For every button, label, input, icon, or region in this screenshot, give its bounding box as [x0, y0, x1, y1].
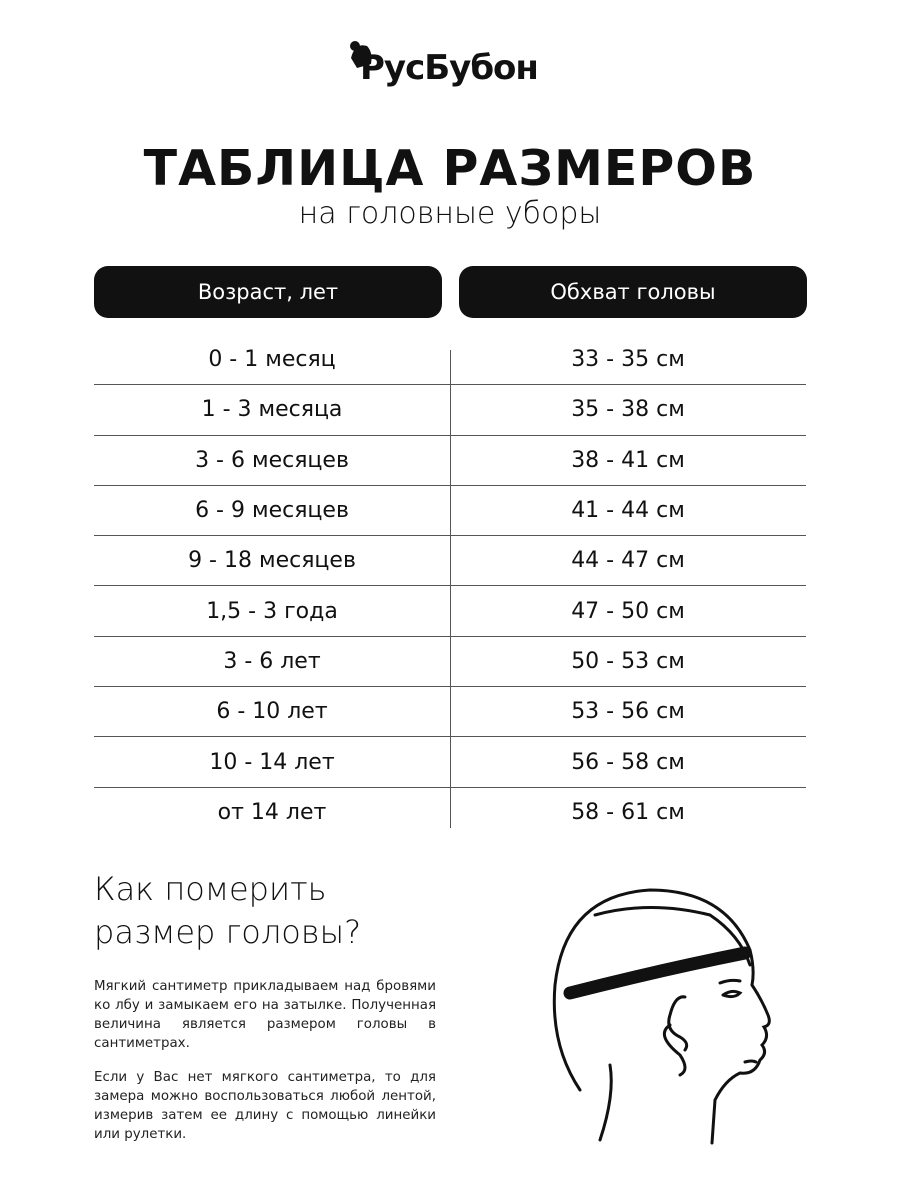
circumference-cell: 53 - 56 см — [571, 699, 685, 725]
circumference-cell: 44 - 47 см — [571, 548, 685, 574]
circumference-cell: 41 - 44 см — [571, 498, 685, 524]
brand-logo: РусБубон — [360, 48, 539, 88]
age-cell: 3 - 6 месяцев — [195, 447, 349, 473]
age-cell: от 14 лет — [217, 799, 327, 825]
column-header-age: Возраст, лет — [94, 266, 442, 318]
table-row: 6 - 9 месяцев 41 - 44 см — [94, 486, 806, 537]
howto-paragraph-1: Мягкий сантиметр прикладываем над бровям… — [94, 979, 436, 1051]
howto-paragraph-2: Если у Вас нет мягкого сантиметра, то дл… — [94, 1070, 436, 1142]
circumference-cell: 35 - 38 см — [571, 397, 685, 423]
circumference-cell: 56 - 58 см — [571, 749, 685, 775]
age-cell: 10 - 14 лет — [209, 749, 335, 775]
circumference-cell: 50 - 53 см — [571, 648, 685, 674]
table-row: 3 - 6 лет 50 - 53 см — [94, 637, 806, 688]
howto-title-line2: размер головы? — [94, 913, 362, 951]
page-title: ТАБЛИЦА РАЗМЕРОВ — [143, 140, 757, 197]
circumference-cell: 58 - 61 см — [571, 799, 685, 825]
howto-title: Как померить размер головы? — [94, 868, 361, 954]
logo-hat-icon — [350, 41, 372, 68]
circumference-cell: 38 - 41 см — [571, 447, 685, 473]
column-header-head-circumference: Обхват головы — [459, 266, 807, 318]
age-cell: 6 - 9 месяцев — [195, 498, 349, 524]
column-divider — [450, 350, 451, 828]
circumference-cell: 47 - 50 см — [571, 598, 685, 624]
age-cell: 6 - 10 лет — [216, 699, 328, 725]
age-cell: 1 - 3 месяца — [201, 397, 343, 423]
table-row: от 14 лет 58 - 61 см — [94, 788, 806, 837]
age-cell: 0 - 1 месяц — [208, 347, 336, 373]
age-cell: 1,5 - 3 года — [206, 598, 338, 624]
circumference-cell: 33 - 35 см — [571, 347, 685, 373]
head-measuring-tape-icon — [552, 888, 771, 1145]
page-subtitle: на головные уборы — [298, 196, 602, 231]
age-cell: 9 - 18 месяцев — [188, 548, 356, 574]
table-row: 1,5 - 3 года 47 - 50 см — [94, 586, 806, 637]
howto-title-line1: Как померить — [94, 870, 327, 908]
age-cell: 3 - 6 лет — [223, 648, 321, 674]
